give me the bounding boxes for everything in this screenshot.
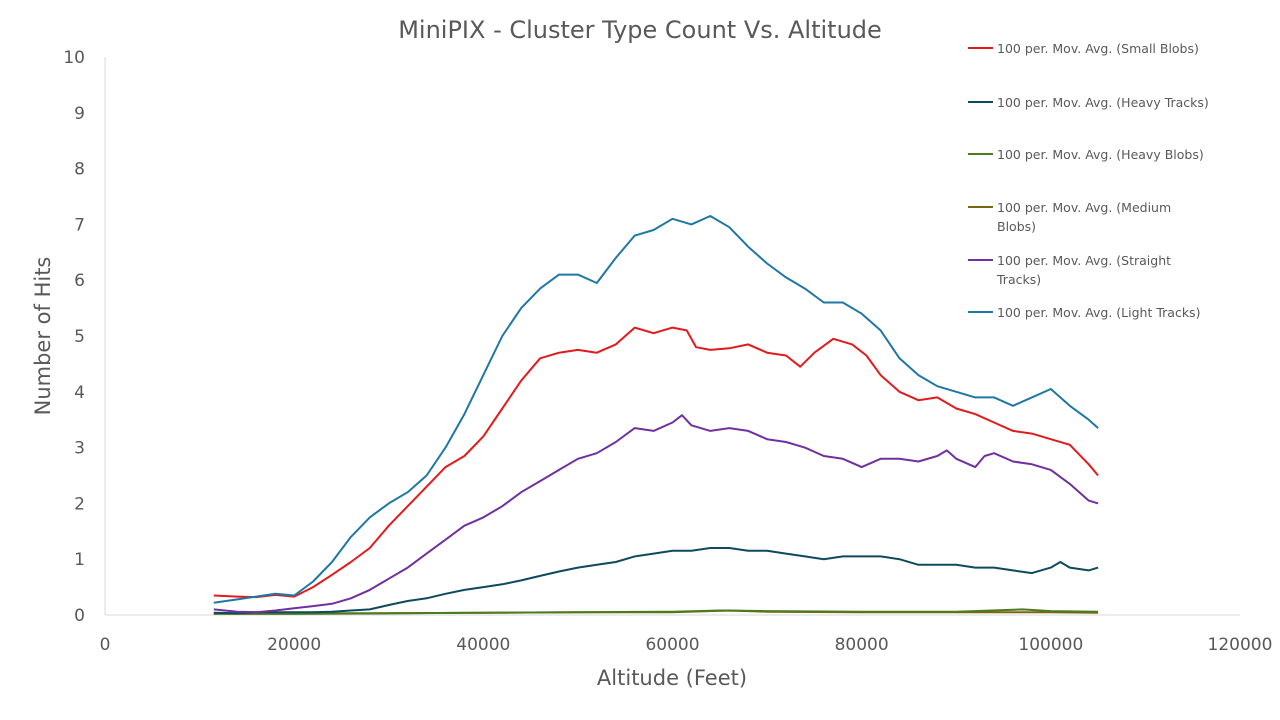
y-tick-label: 4 xyxy=(74,383,85,403)
legend-label: Blobs) xyxy=(997,219,1036,234)
y-tick-label: 2 xyxy=(74,494,85,514)
chart-title: MiniPIX - Cluster Type Count Vs. Altitud… xyxy=(398,16,882,44)
x-tick-label: 0 xyxy=(100,635,111,655)
x-tick-label: 20000 xyxy=(267,635,321,655)
legend-label: 100 per. Mov. Avg. (Straight xyxy=(997,253,1171,268)
legend-label: Tracks) xyxy=(996,272,1041,287)
y-tick-label: 10 xyxy=(63,48,85,68)
y-tick-label: 3 xyxy=(74,439,85,459)
y-tick-label: 0 xyxy=(74,606,85,626)
y-tick-labels: 0 1 2 3 4 5 6 7 8 9 10 xyxy=(63,48,85,626)
y-tick-label: 7 xyxy=(74,215,85,235)
x-tick-label: 120000 xyxy=(1208,635,1273,655)
x-tick-label: 60000 xyxy=(645,635,699,655)
x-tick-label: 40000 xyxy=(456,635,510,655)
y-tick-label: 9 xyxy=(74,104,85,124)
legend-label: 100 per. Mov. Avg. (Light Tracks) xyxy=(997,305,1200,320)
x-tick-label: 80000 xyxy=(835,635,889,655)
y-tick-label: 8 xyxy=(74,160,85,180)
plot-area xyxy=(213,215,1099,615)
legend: 100 per. Mov. Avg. (Small Blobs) 100 per.… xyxy=(968,41,1209,320)
x-tick-label: 100000 xyxy=(1018,635,1083,655)
series-line-5 xyxy=(213,215,1099,604)
series-line-0 xyxy=(213,326,1099,599)
y-tick-label: 6 xyxy=(74,271,85,291)
y-tick-label: 5 xyxy=(74,327,85,347)
legend-label: 100 per. Mov. Avg. (Small Blobs) xyxy=(997,41,1199,56)
series-line-2 xyxy=(213,608,1099,615)
series-line-4 xyxy=(213,414,1099,614)
legend-label: 100 per. Mov. Avg. (Heavy Blobs) xyxy=(997,147,1204,162)
x-tick-labels: 0 20000 40000 60000 80000 100000 120000 xyxy=(100,635,1273,655)
legend-label: 100 per. Mov. Avg. (Heavy Tracks) xyxy=(997,95,1209,110)
y-axis-title: Number of Hits xyxy=(31,257,55,416)
y-tick-label: 1 xyxy=(74,550,85,570)
x-axis-title: Altitude (Feet) xyxy=(597,666,747,690)
legend-label: 100 per. Mov. Avg. (Medium xyxy=(997,200,1171,215)
series-line-1 xyxy=(213,547,1099,615)
